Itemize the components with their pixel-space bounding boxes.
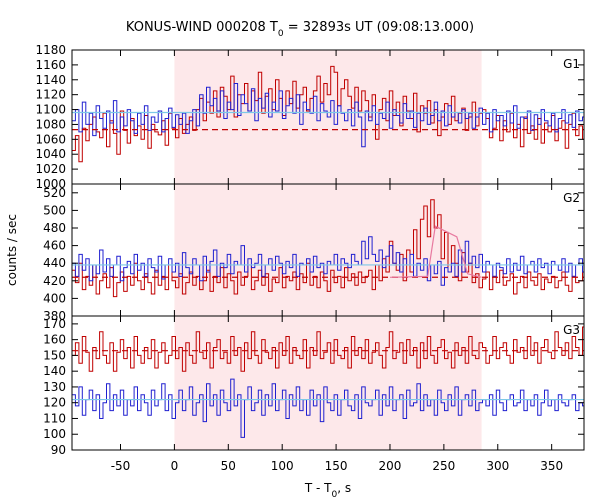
xtick-label: -50	[111, 459, 131, 473]
panel-G1-ytick-label: 1180	[35, 43, 66, 57]
y-axis-label: counts / sec	[5, 214, 19, 286]
panel-G1-ytick-label: 1140	[35, 73, 66, 87]
panel-G3-ytick-label: 140	[43, 364, 66, 378]
panel-G1-ytick-label: 1120	[35, 88, 66, 102]
panel-G3-ytick-label: 120	[43, 396, 66, 410]
xtick-label: 350	[540, 459, 563, 473]
panel-G1-series-blue	[72, 83, 584, 148]
panel-G2-label: G2	[563, 191, 580, 205]
panel-G2-ytick-label: 400	[43, 291, 66, 305]
panel-G1-ytick-label: 1060	[35, 132, 66, 146]
panel-G3-ytick-label: 110	[43, 411, 66, 425]
panel-G2-ytick-label: 420	[43, 274, 66, 288]
panel-G3-series-red	[72, 326, 584, 372]
panel-G2-ytick-label: 500	[43, 203, 66, 217]
panel-G1-label: G1	[563, 57, 580, 71]
panel-G1-ytick-label: 1160	[35, 58, 66, 72]
panel-G2-ytick-label: 440	[43, 256, 66, 270]
x-axis-label: T - T0, s	[304, 481, 351, 500]
xtick-label: 250	[432, 459, 455, 473]
panel-G1-series-red	[72, 65, 584, 163]
panel-G3-ytick-label: 150	[43, 348, 66, 362]
panel-G1-ytick-label: 1040	[35, 147, 66, 161]
panel-G2-ytick-label: 380	[43, 309, 66, 323]
xtick-label: 150	[325, 459, 348, 473]
panel-G3-series-blue	[72, 378, 584, 438]
panel-G3-ytick-label: 130	[43, 380, 66, 394]
panel-G3-ytick-label: 90	[51, 443, 66, 457]
chart-title: KONUS-WIND 000208 T0 = 32893s UT (09:08:…	[126, 20, 474, 39]
panel-G2-fit-pink	[389, 225, 482, 278]
panel-G2-series-red	[72, 199, 584, 298]
xtick-label: 200	[379, 459, 402, 473]
panel-G3-ytick-label: 160	[43, 333, 66, 347]
xtick-label: 300	[486, 459, 509, 473]
panel-G2-ytick-label: 520	[43, 186, 66, 200]
panel-G3-frame	[71, 315, 585, 451]
panel-G3-label: G3	[563, 323, 580, 337]
xtick-label: 100	[271, 459, 294, 473]
panel-G1-ytick-label: 1100	[35, 103, 66, 117]
panel-G2-ytick-label: 480	[43, 221, 66, 235]
xtick-label: 50	[221, 459, 236, 473]
panel-G2-ytick-label: 460	[43, 239, 66, 253]
panel-G1-ytick-label: 1080	[35, 117, 66, 131]
panel-G1-ytick-label: 1000	[35, 177, 66, 191]
panel-G3-ytick-label: 170	[43, 317, 66, 331]
panel-G1-ytick-label: 1020	[35, 162, 66, 176]
panel-G3-ytick-label: 100	[43, 427, 66, 441]
xtick-label: 0	[171, 459, 179, 473]
